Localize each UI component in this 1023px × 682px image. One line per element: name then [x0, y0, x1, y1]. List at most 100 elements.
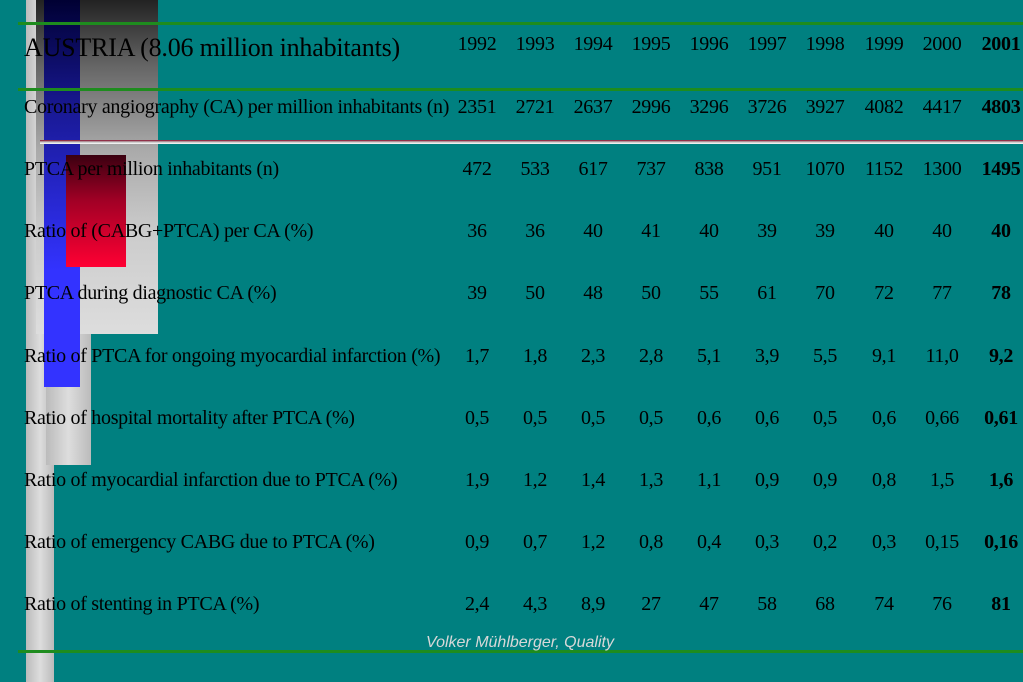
year-header: 1999: [864, 33, 904, 55]
bottom-rule: [18, 650, 1023, 653]
table-cell: 40: [932, 220, 952, 242]
table-cell: 9,1: [871, 345, 897, 367]
table-row: PTCA during diagnostic CA (%) 39 50 48 50 55 6…: [0, 273, 1023, 313]
table-cell: 1152: [864, 158, 904, 180]
table-cell: 36: [467, 220, 487, 242]
table-cell: 2637: [573, 96, 613, 118]
table-cell-current: 9,2: [988, 345, 1014, 367]
table-row: Ratio of (CABG+PTCA) per CA (%) 36 36 40 41 4…: [0, 211, 1023, 251]
table-cell: 50: [525, 282, 545, 304]
table-cell: 1,2: [522, 469, 548, 491]
table-cell: 1,9: [464, 469, 490, 491]
table-cell: 2721: [515, 96, 555, 118]
year-header: 1993: [515, 33, 555, 55]
row-label: Ratio of hospital mortality after PTCA (…: [24, 407, 355, 429]
table-cell: 472: [462, 158, 492, 180]
table-cell: 4,3: [522, 593, 548, 615]
table-cell: 0,8: [871, 469, 897, 491]
table-cell: 1,1: [696, 469, 722, 491]
header-rule: [18, 88, 1023, 91]
table-cell: 74: [874, 593, 894, 615]
table-cell: 737: [636, 158, 666, 180]
table-cell: 1,4: [580, 469, 606, 491]
table-cell: 3296: [689, 96, 729, 118]
table-cell: 72: [874, 282, 894, 304]
table-cell: 2,4: [464, 593, 490, 615]
table-title: AUSTRIA (8.06 million inhabitants): [24, 33, 400, 62]
table-cell: 0,9: [812, 469, 838, 491]
table-cell: 77: [932, 282, 952, 304]
table-cell: 0,9: [464, 531, 490, 553]
row-label: Ratio of myocardial infarction due to PT…: [24, 469, 398, 491]
table-cell-current: 81: [991, 593, 1011, 615]
year-header: 1992: [457, 33, 497, 55]
table-cell: 951: [752, 158, 782, 180]
header-row: AUSTRIA (8.06 million inhabitants) 1992 …: [0, 26, 1023, 70]
row-label: Ratio of stenting in PTCA (%): [24, 593, 260, 615]
table-cell: 0,5: [580, 407, 606, 429]
table-row: Ratio of PTCA for ongoing myocardial inf…: [0, 336, 1023, 376]
table-cell: 39: [467, 282, 487, 304]
table-cell: 617: [578, 158, 608, 180]
table-cell: 0,66: [925, 407, 959, 429]
table-cell: 0,5: [522, 407, 548, 429]
table-cell: 36: [525, 220, 545, 242]
year-header: 1997: [747, 33, 787, 55]
year-header: 1994: [573, 33, 613, 55]
year-header: 2000: [922, 33, 962, 55]
divider-rule: [40, 140, 1023, 144]
year-header: 1996: [689, 33, 729, 55]
table-cell: 2996: [631, 96, 671, 118]
table-cell: 76: [932, 593, 952, 615]
table-cell: 1070: [805, 158, 845, 180]
row-label: Ratio of (CABG+PTCA) per CA (%): [24, 220, 314, 242]
table-cell: 55: [699, 282, 719, 304]
table-cell: 2,3: [580, 345, 606, 367]
table-cell: 533: [520, 158, 550, 180]
table-cell: 0,4: [696, 531, 722, 553]
table-cell: 2351: [457, 96, 497, 118]
table-cell: 0,6: [696, 407, 722, 429]
table-cell: 68: [815, 593, 835, 615]
table-cell: 0,5: [812, 407, 838, 429]
table-cell: 70: [815, 282, 835, 304]
table-cell: 0,9: [754, 469, 780, 491]
table-row: Ratio of hospital mortality after PTCA (…: [0, 398, 1023, 438]
row-label: Coronary angiography (CA) per million in…: [24, 96, 450, 118]
table-cell: 3927: [805, 96, 845, 118]
table-cell: 3726: [747, 96, 787, 118]
table-cell: 4082: [864, 96, 904, 118]
table-cell: 1,3: [638, 469, 664, 491]
table-cell: 0,6: [754, 407, 780, 429]
table-cell-current: 4803: [981, 96, 1021, 118]
table-row: Ratio of stenting in PTCA (%) 2,4 4,3 8,9 27…: [0, 584, 1023, 624]
top-rule: [18, 22, 1023, 25]
table-cell: 50: [641, 282, 661, 304]
table-cell: 1,8: [522, 345, 548, 367]
table-cell: 0,8: [638, 531, 664, 553]
row-label: PTCA during diagnostic CA (%): [24, 282, 277, 304]
table-cell: 2,8: [638, 345, 664, 367]
table-cell: 0,6: [871, 407, 897, 429]
table-cell: 4417: [922, 96, 962, 118]
row-label: Ratio of emergency CABG due to PTCA (%): [24, 531, 375, 553]
table-cell: 0,3: [871, 531, 897, 553]
table-cell: 838: [694, 158, 724, 180]
table-cell: 0,15: [925, 531, 959, 553]
table-cell: 1,7: [464, 345, 490, 367]
table-row: Ratio of emergency CABG due to PTCA (%) 0…: [0, 522, 1023, 562]
decorative-red-bar: [66, 155, 126, 267]
year-header-current: 2001: [981, 33, 1021, 55]
year-header: 1995: [631, 33, 671, 55]
table-cell-current: 1,6: [988, 469, 1014, 491]
table-row: Ratio of myocardial infarction due to PT…: [0, 460, 1023, 500]
table-cell-current: 0,16: [984, 531, 1018, 553]
table-cell: 40: [874, 220, 894, 242]
table-cell: 11,0: [925, 345, 959, 367]
table-cell: 8,9: [580, 593, 606, 615]
table-cell: 1,5: [929, 469, 955, 491]
table-cell: 0,7: [522, 531, 548, 553]
table-cell: 27: [641, 593, 661, 615]
footer-credit: Volker Mühlberger, Quality: [426, 634, 614, 651]
table-row: PTCA per million inhabitants (n) 472 533 61…: [0, 149, 1023, 189]
